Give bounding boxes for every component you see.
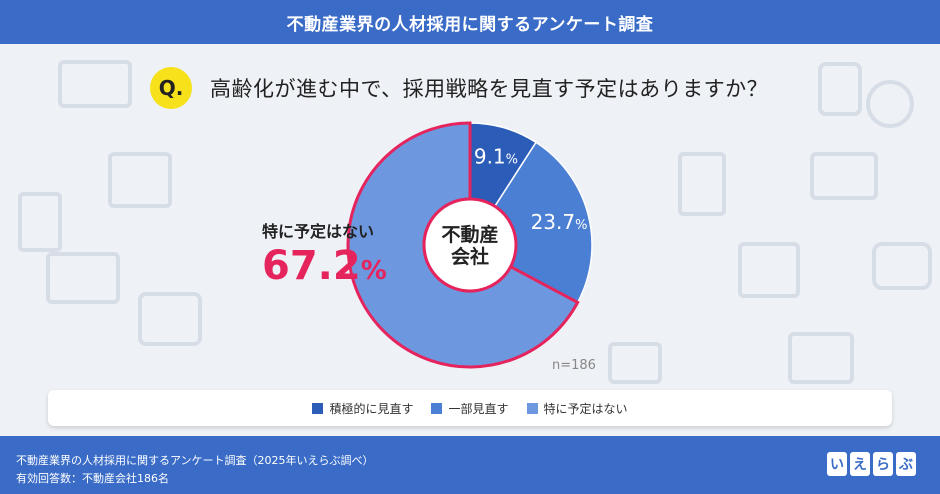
legend-swatch (526, 402, 538, 414)
legend: 積極的に見直す 一部見直す 特に予定はない (48, 390, 892, 426)
question-text: 高齢化が進む中で、採用戦略を見直す予定はありますか？ (210, 77, 769, 101)
slice-value-label: 9.1% (474, 145, 518, 169)
laptop-icon (58, 60, 132, 108)
calendar-icon-right (738, 242, 800, 298)
legend-swatch (431, 402, 443, 414)
legend-item: 特に予定はない (526, 400, 628, 417)
mail-icon (810, 152, 878, 200)
legend-label: 一部見直す (448, 401, 509, 416)
highlight-number: 67.2 (262, 243, 361, 289)
legend-label: 積極的に見直す (329, 401, 414, 416)
server-icon (818, 62, 862, 116)
logo-char: い (827, 452, 847, 476)
center-label: 不動産 (441, 223, 498, 246)
sample-size-label: n=186 (552, 358, 596, 373)
header-bar: 不動産業界の人材採用に関するアンケート調査 (0, 0, 940, 44)
footer-bar: 不動産業界の人材採用に関するアンケート調査（2025年いえらぶ調べ） 有効回答数… (0, 436, 940, 494)
chat-icon (872, 242, 932, 290)
source-text: 不動産業界の人材採用に関するアンケート調査（2025年いえらぶ調べ） (16, 454, 374, 467)
highlight-label: 特に予定はない (262, 222, 375, 241)
gauge-icon (138, 292, 202, 346)
highlight-unit: % (360, 256, 387, 286)
respondents-text: 有効回答数：不動産会社186名 (16, 472, 169, 485)
logo-char: ら (873, 452, 893, 476)
logo-char: ぶ (896, 452, 916, 476)
folder-icon (608, 342, 662, 384)
highlight-value: 67.2% (262, 244, 387, 293)
video-icon (788, 332, 854, 384)
cloud-icon (866, 80, 914, 128)
legend-item: 一部見直す (431, 400, 509, 417)
slice-value-label: 23.7% (531, 210, 588, 234)
background-icons (18, 60, 932, 384)
photo-icon (46, 252, 120, 304)
question-badge: Q. (150, 67, 192, 109)
donut-center (422, 197, 518, 293)
question-row: Q. 高齢化が進む中で、採用戦略を見直す予定はありますか？ (150, 66, 768, 110)
calendar-icon (108, 152, 172, 208)
legend-swatch (312, 402, 324, 414)
legend-item: 積極的に見直す (312, 400, 413, 417)
legend-label: 特に予定はない (543, 401, 628, 416)
center-label: 会社 (451, 245, 489, 268)
brand-logo: い え ら ぶ (827, 452, 916, 476)
document-icon (18, 192, 62, 252)
page-title: 不動産業界の人材採用に関するアンケート調査 (286, 14, 654, 35)
building-icon (678, 152, 726, 216)
highlight-annotation: 特に予定はない 67.2% (262, 218, 387, 293)
logo-char: え (850, 452, 870, 476)
